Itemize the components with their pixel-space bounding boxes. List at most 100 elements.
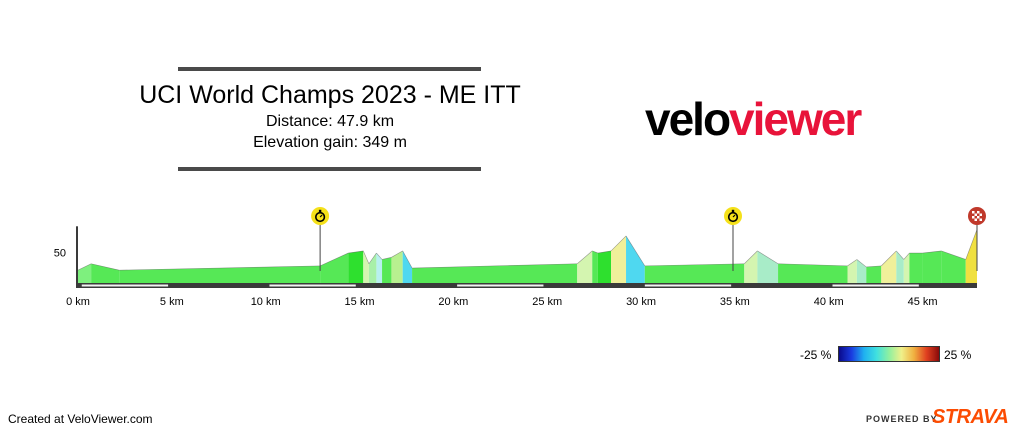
x-tick-label: 25 km (532, 296, 562, 308)
y-axis: 50 (54, 226, 78, 283)
profile-outline (941, 250, 966, 260)
profile-outline (597, 250, 612, 254)
x-tick-label: 30 km (626, 296, 656, 308)
profile-outline (866, 265, 882, 268)
profile-segment (119, 265, 321, 283)
profile-outline (847, 259, 858, 267)
profile-outline (757, 250, 779, 264)
profile-outline (376, 252, 383, 260)
profile-segment (320, 253, 349, 283)
profile-segments (77, 229, 978, 283)
profile-segment (412, 263, 578, 283)
profile-outline (381, 257, 392, 260)
stopwatch-icon (724, 207, 743, 225)
profile-outline (881, 250, 897, 267)
profile-segment (965, 229, 977, 283)
profile-segment (922, 250, 942, 283)
profile-outline (965, 229, 978, 260)
x-tick-label: 35 km (720, 296, 750, 308)
stopwatch-hand (319, 214, 323, 218)
logo-part-velo: velo (645, 93, 731, 145)
x-tick-label: 5 km (160, 296, 184, 308)
profile-segment (391, 250, 403, 283)
finish-check (974, 218, 977, 221)
x-tick-label: 45 km (908, 296, 938, 308)
profile-segment (626, 235, 645, 283)
gradient-legend-min-label: -25 % (800, 348, 832, 362)
profile-outline (778, 263, 848, 267)
profile-segment (382, 257, 392, 283)
profile-segment (744, 250, 758, 283)
title-bottom-rule (178, 167, 481, 171)
finish-check (979, 213, 982, 216)
profile-outline (363, 250, 370, 264)
stopwatch-hand (732, 214, 736, 218)
profile-outline (402, 250, 413, 269)
x-axis-dash (832, 284, 919, 287)
profile-segment (757, 250, 779, 283)
profile-segment (592, 250, 598, 283)
gradient-legend-max-label: 25 % (944, 348, 972, 362)
profile-outline (625, 235, 646, 267)
profile-segment (778, 263, 848, 283)
profile-segment (847, 259, 857, 283)
profile-segment (577, 250, 593, 283)
profile-outline (319, 252, 349, 267)
profile-segment (78, 263, 92, 283)
profile-outline (922, 250, 942, 254)
profile-outline (644, 263, 745, 267)
finish-check (977, 216, 980, 219)
stopwatch-face (727, 211, 739, 223)
profile-outline (610, 235, 627, 252)
profile-segment (941, 250, 966, 283)
profile-segment (896, 250, 904, 283)
profile-segment (881, 250, 897, 283)
profile-outline (412, 263, 578, 269)
finish-check (972, 216, 975, 219)
y-tick-label: 50 (54, 248, 66, 260)
profile-segment (363, 250, 369, 283)
profile-outline (592, 250, 598, 254)
profile-outline (77, 263, 92, 271)
profile-segment (644, 263, 745, 283)
powered-by-label: POWERED BY (866, 414, 938, 424)
x-axis-dash (457, 284, 544, 287)
profile-outline (348, 250, 364, 254)
profile-outline (856, 259, 867, 268)
profile-segment (368, 253, 377, 283)
profile-segment (909, 253, 923, 283)
profile-segment (903, 253, 910, 283)
x-tick-label: 10 km (251, 296, 281, 308)
elevation-profile-chart: 0 km 5 km 10 km 15 km 20 km 25 km 30 km 35 km 40… (54, 207, 986, 308)
x-tick-label: 20 km (438, 296, 468, 308)
stopwatch-icon (311, 207, 330, 225)
profile-segment (611, 235, 627, 283)
distance-label: Distance: 47.9 km (265, 113, 395, 130)
finish-check (979, 218, 982, 221)
finish-check (972, 211, 975, 214)
x-axis-dash (81, 284, 169, 287)
title-top-rule (178, 67, 481, 71)
profile-markers (311, 207, 986, 271)
strava-logo: STRAVA (932, 406, 1009, 428)
profile-outline (577, 250, 593, 264)
x-axis-dash (644, 284, 732, 287)
finish-flag-checks (972, 211, 982, 221)
logo-part-viewer: viewer (729, 93, 862, 145)
profile-outline (744, 250, 758, 264)
profile-outline (368, 252, 377, 264)
profile-outline (91, 263, 120, 271)
veloviewer-logo: veloviewer (645, 93, 862, 145)
profile-outline (119, 265, 321, 271)
profile-outline (391, 250, 403, 258)
profile-outline (903, 252, 910, 260)
profile-outline (896, 250, 905, 260)
finish-check (974, 213, 977, 216)
x-tick-label: 0 km (66, 296, 90, 308)
profile-segment (597, 250, 612, 283)
stopwatch-crown (318, 209, 322, 212)
finish-check (977, 211, 980, 214)
elevation-gain-label: Elevation gain: 349 m (253, 134, 407, 151)
stopwatch-face (315, 211, 326, 223)
profile-segment (866, 265, 882, 283)
